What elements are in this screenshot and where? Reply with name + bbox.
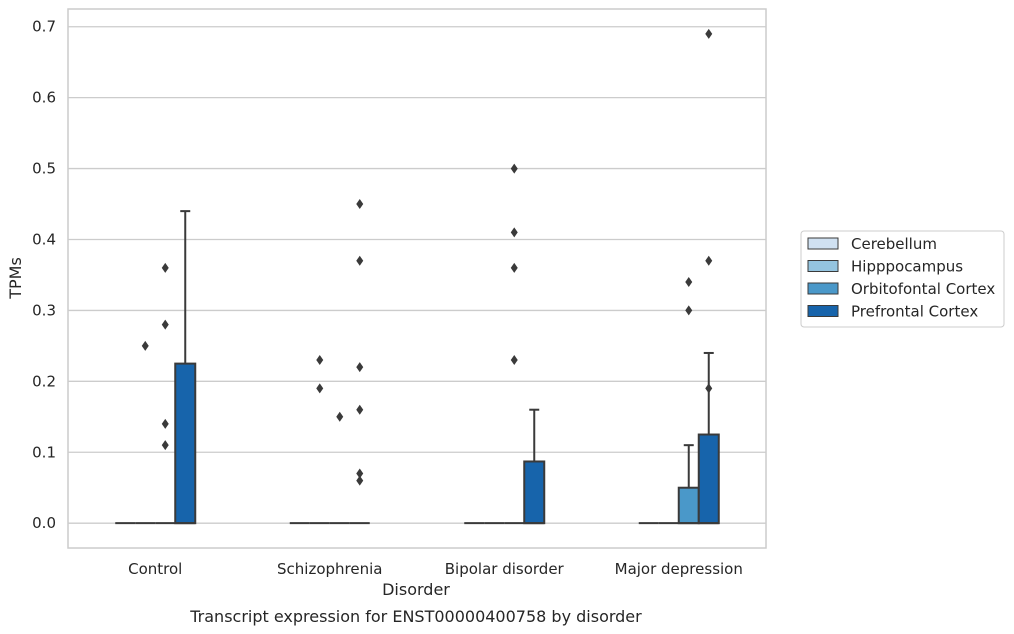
- outlier-point: [356, 255, 364, 266]
- box-body: [697, 433, 720, 525]
- outlier-point: [685, 277, 693, 288]
- outlier-point: [161, 319, 169, 330]
- y-tick-label: 0.1: [32, 443, 56, 461]
- box: [523, 408, 546, 525]
- y-tick-label: 0.0: [32, 514, 56, 532]
- x-axis-label: Disorder: [382, 580, 450, 599]
- legend-swatch: [807, 237, 839, 250]
- y-tick-label: 0.2: [32, 372, 56, 390]
- plot-frame: [67, 8, 767, 549]
- legend-swatch: [807, 260, 839, 272]
- outlier-point: [510, 355, 518, 366]
- outlier-point: [356, 362, 364, 373]
- outlier-point: [510, 262, 518, 273]
- legend-frame: [800, 230, 1005, 328]
- legend-label: Orbitofontal Cortex: [851, 280, 995, 298]
- x-tick-label: Control: [128, 560, 182, 578]
- x-tick-label: Schizophrenia: [277, 560, 382, 578]
- outlier-point: [356, 199, 364, 210]
- outlier-point: [161, 418, 169, 429]
- legend-label: Hipppocampus: [851, 258, 963, 276]
- y-tick-label: 0.4: [32, 230, 56, 248]
- outlier-point: [316, 383, 324, 394]
- outlier-point: [336, 411, 344, 422]
- box: [697, 351, 720, 525]
- chart-caption: Transcript expression for ENST0000040075…: [189, 607, 642, 626]
- box-body: [174, 362, 197, 525]
- boxes: [115, 210, 720, 525]
- outlier-point: [141, 340, 149, 351]
- outlier-point: [510, 163, 518, 174]
- outlier-point: [161, 262, 169, 273]
- box-body: [523, 460, 546, 525]
- x-tick-labels: Control Schizophrenia Bipolar disorder Majo…: [128, 560, 743, 578]
- x-tick-label: Major depression: [615, 560, 743, 578]
- outlier-point: [705, 255, 713, 266]
- outlier-point: [685, 305, 693, 316]
- outlier-point: [356, 475, 364, 486]
- outlier-point: [356, 404, 364, 415]
- outlier-point: [316, 355, 324, 366]
- outlier-point: [356, 468, 364, 479]
- outlier-point: [705, 28, 713, 39]
- y-tick-label: 0.7: [32, 18, 56, 36]
- legend-swatch: [807, 282, 839, 295]
- outlier-points: [141, 28, 713, 486]
- outlier-point: [161, 440, 169, 451]
- legend-swatch: [807, 305, 839, 317]
- y-axis-label: TPMs: [6, 257, 25, 300]
- outlier-point: [705, 383, 713, 394]
- legend: Cerebellum Hipppocampus Orbitofontal Corte…: [800, 230, 1005, 328]
- box: [174, 210, 197, 525]
- legend-label: Cerebellum: [851, 235, 937, 253]
- x-tick-label: Bipolar disorder: [445, 560, 565, 578]
- y-tick-label: 0.5: [32, 160, 56, 178]
- y-tick-label: 0.6: [32, 89, 56, 107]
- legend-label: Prefrontal Cortex: [851, 303, 978, 321]
- plot-area: [68, 9, 766, 548]
- y-tick-label: 0.3: [32, 301, 56, 319]
- box-body: [677, 486, 700, 525]
- y-tick-labels: 0.0 0.1 0.2 0.3 0.4 0.5 0.6 0.7: [32, 18, 56, 532]
- outlier-point: [510, 227, 518, 238]
